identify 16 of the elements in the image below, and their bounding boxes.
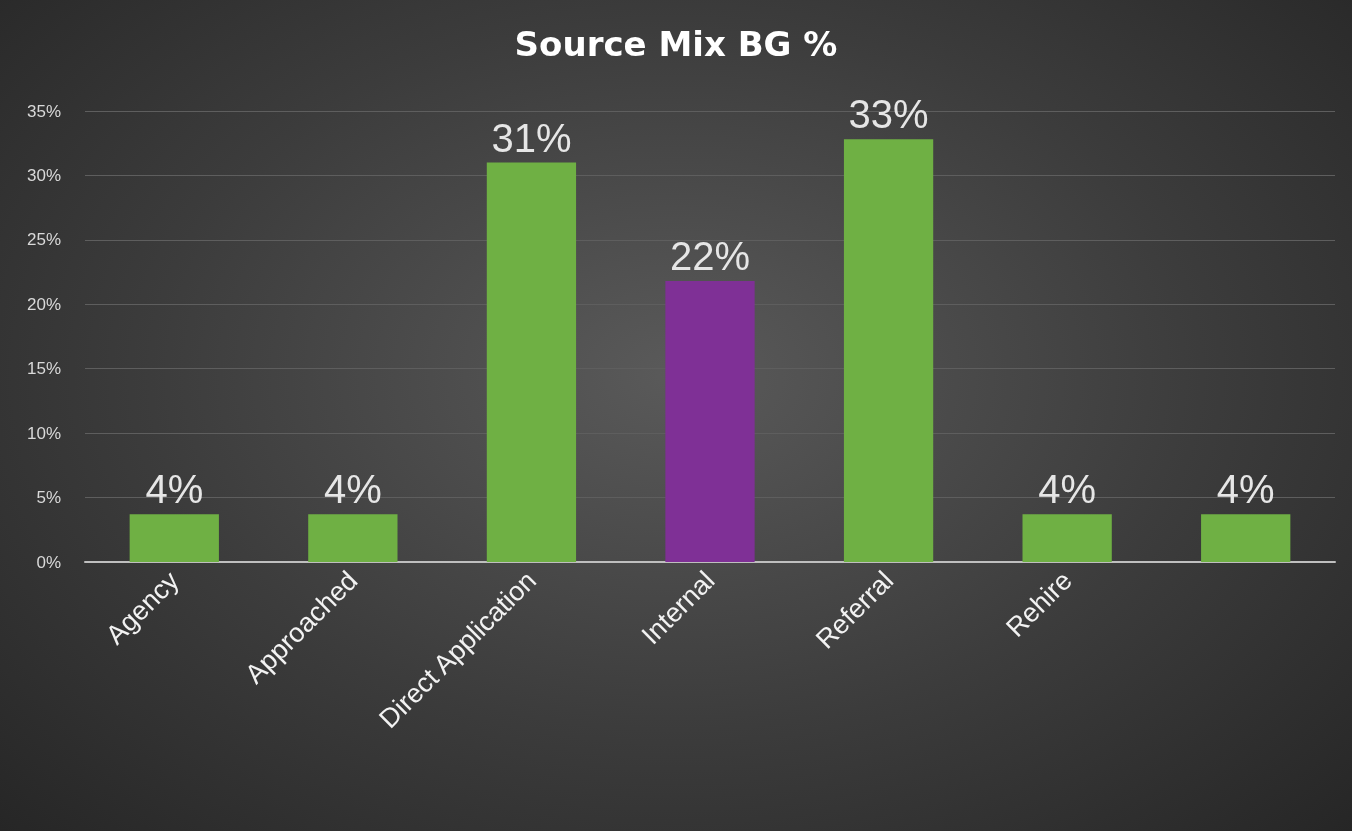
data-label: 22% <box>669 234 751 279</box>
data-label: 4% <box>323 467 382 512</box>
y-tick-label: 5% <box>36 488 61 508</box>
data-label: 31% <box>491 115 572 160</box>
y-tick-label: 35% <box>26 101 61 121</box>
y-tick-label: 25% <box>26 230 61 250</box>
data-label: 4% <box>1038 467 1097 512</box>
data-label: 4% <box>1216 467 1275 512</box>
chart-title: Source Mix BG % <box>514 24 838 64</box>
data-label: 33% <box>848 92 929 137</box>
data-label: 4% <box>145 467 204 512</box>
y-tick-label: 20% <box>26 294 61 314</box>
y-tick-label: 0% <box>36 552 61 572</box>
y-tick-label: 15% <box>26 359 61 379</box>
y-tick-label: 10% <box>26 423 61 443</box>
y-tick-label: 30% <box>26 165 61 185</box>
